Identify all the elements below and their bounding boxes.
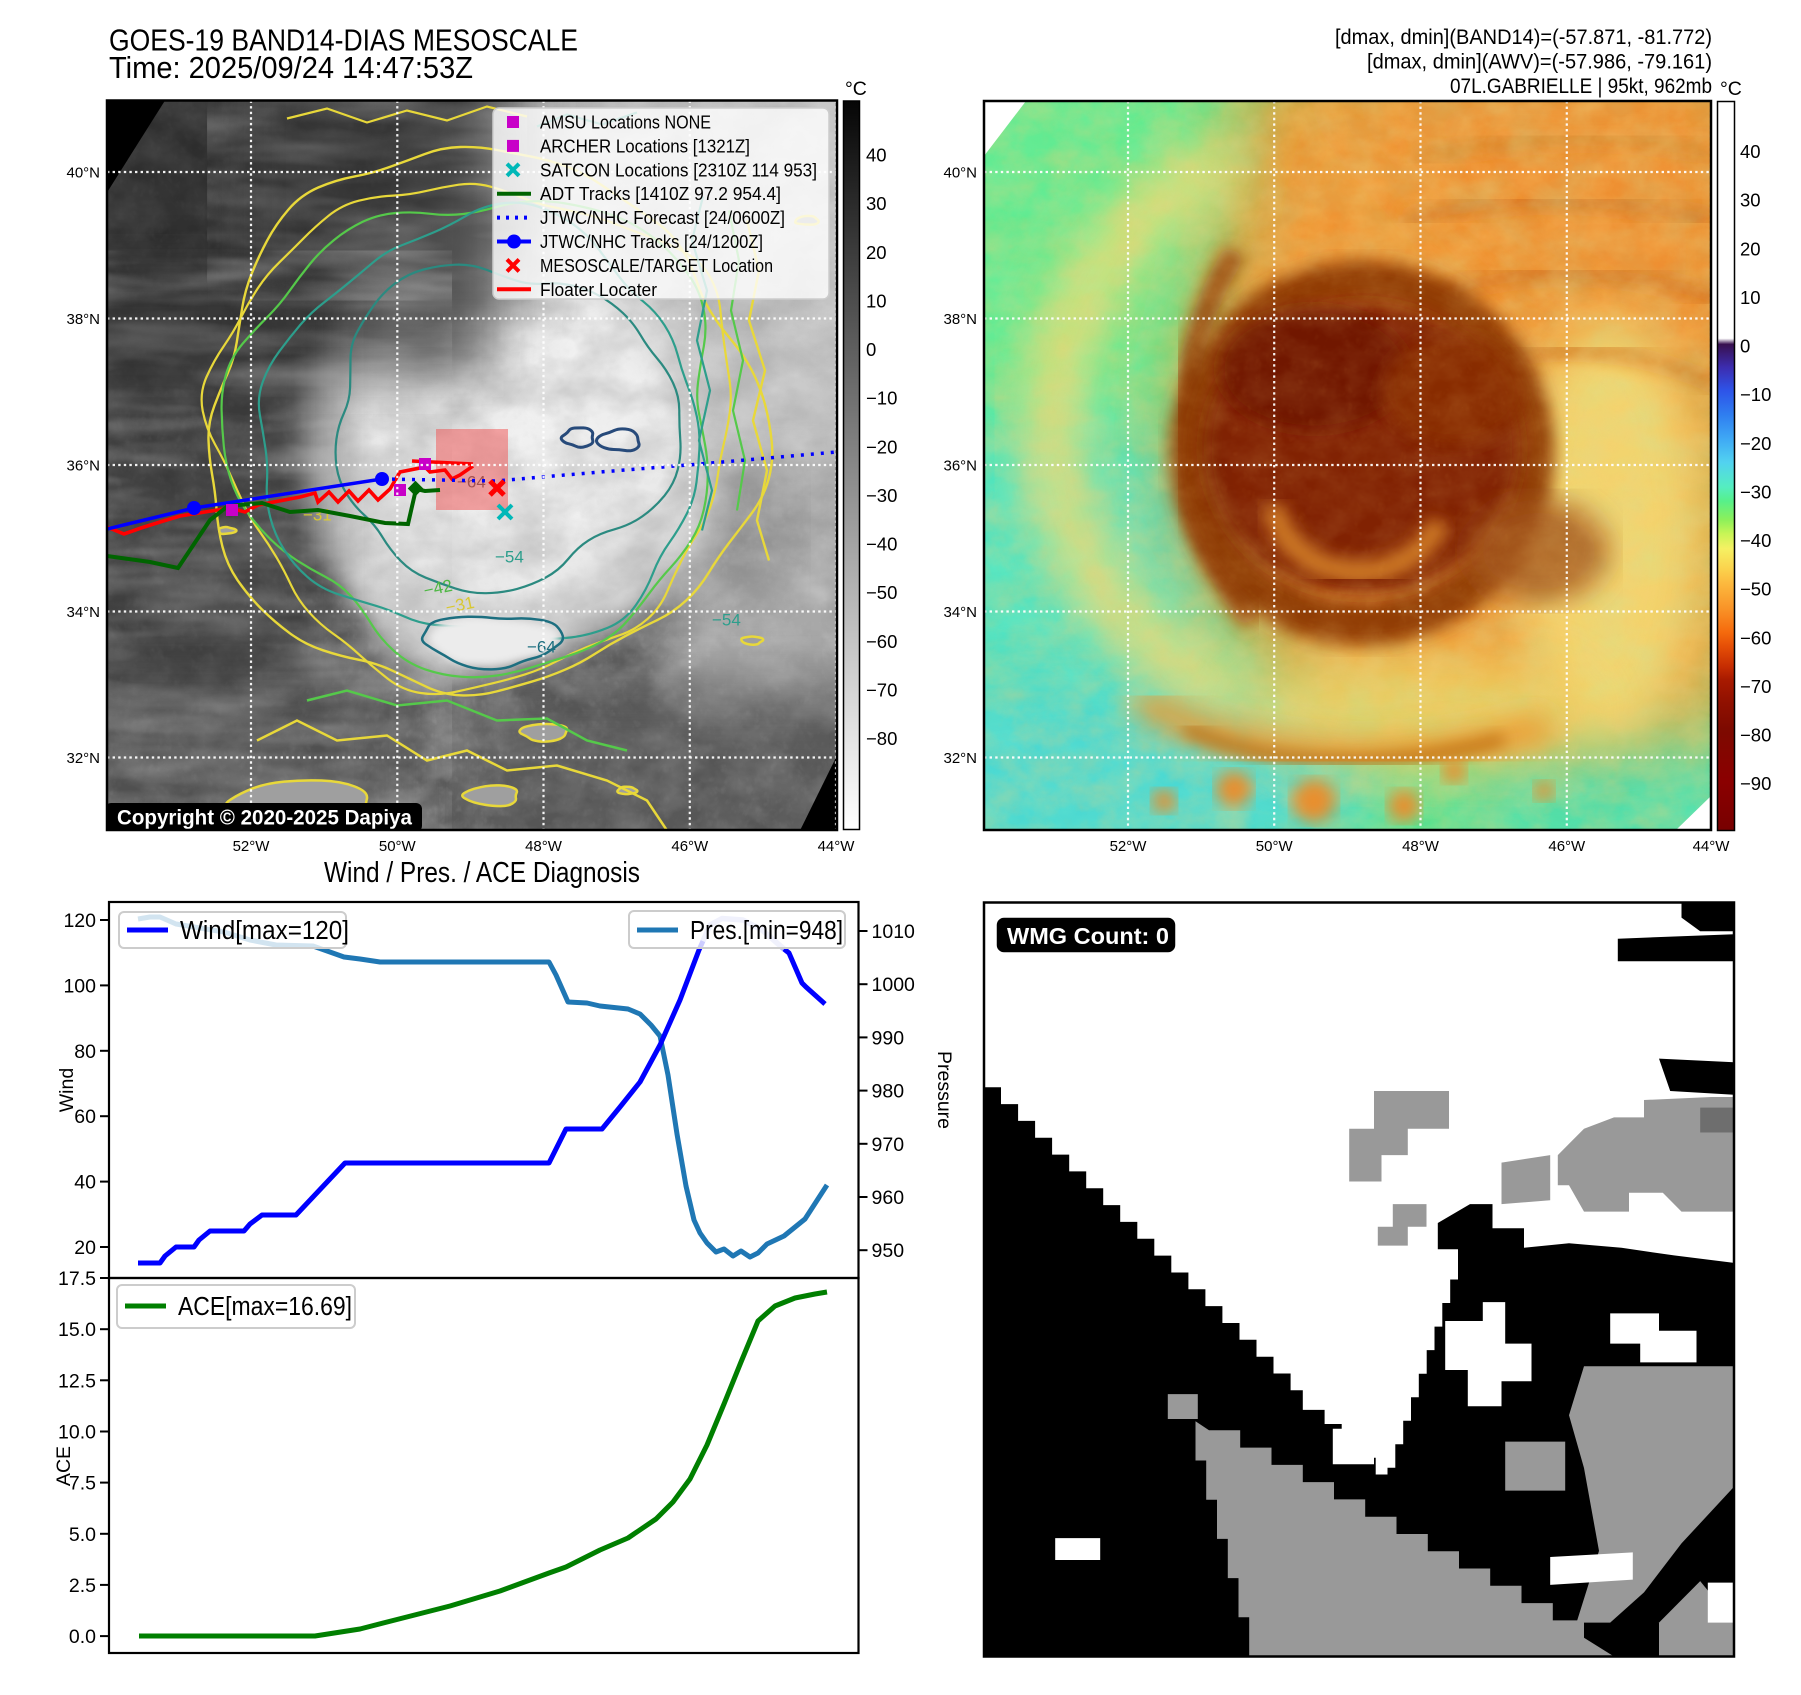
svg-text:20: 20: [866, 242, 887, 263]
svg-text:Wind / Pres. / ACE Diagnosis: Wind / Pres. / ACE Diagnosis: [324, 857, 640, 889]
svg-text:38°N: 38°N: [66, 311, 100, 328]
svg-text:20: 20: [74, 1237, 96, 1259]
svg-text:44°W: 44°W: [1693, 838, 1731, 855]
svg-text:30: 30: [866, 193, 887, 214]
svg-text:Wind: Wind: [56, 1068, 78, 1112]
svg-text:12.5: 12.5: [58, 1370, 96, 1392]
svg-text:2.5: 2.5: [69, 1575, 96, 1597]
svg-text:100: 100: [63, 975, 96, 997]
svg-text:34°N: 34°N: [943, 604, 977, 621]
svg-text:−50: −50: [1740, 579, 1771, 600]
svg-text:MESOSCALE/TARGET Location: MESOSCALE/TARGET Location: [540, 256, 773, 276]
svg-text:0: 0: [1740, 336, 1750, 357]
svg-text:−10: −10: [1740, 384, 1771, 405]
svg-text:15.0: 15.0: [58, 1319, 96, 1341]
svg-text:36°N: 36°N: [66, 458, 100, 475]
svg-text:36°N: 36°N: [943, 458, 977, 475]
svg-text:Floater Locater: Floater Locater: [540, 280, 657, 300]
svg-text:Copyright © 2020-2025 Dapiya: Copyright © 2020-2025 Dapiya: [117, 807, 412, 830]
svg-text:960: 960: [872, 1187, 905, 1209]
svg-text:[dmax, dmin](BAND14)=(-57.871,: [dmax, dmin](BAND14)=(-57.871, -81.772): [1335, 26, 1712, 49]
svg-text:Wind[max=120]: Wind[max=120]: [180, 917, 349, 945]
svg-text:−90: −90: [1740, 773, 1771, 794]
svg-text:10: 10: [866, 290, 887, 311]
svg-text:120: 120: [63, 910, 96, 932]
svg-text:AMSU Locations NONE: AMSU Locations NONE: [540, 113, 711, 133]
svg-text:5.0: 5.0: [69, 1524, 96, 1546]
svg-text:40: 40: [74, 1172, 96, 1194]
svg-text:48°W: 48°W: [525, 838, 563, 855]
svg-text:7.5: 7.5: [69, 1473, 96, 1495]
svg-text:−64: −64: [527, 638, 556, 657]
svg-text:Pressure: Pressure: [933, 1051, 955, 1129]
svg-text:980: 980: [872, 1081, 905, 1103]
svg-text:−54: −54: [495, 548, 524, 567]
svg-text:−40: −40: [866, 534, 897, 555]
svg-text:52°W: 52°W: [1110, 838, 1148, 855]
svg-text:°C: °C: [845, 78, 867, 100]
svg-text:990: 990: [872, 1027, 905, 1049]
svg-text:Pres.[min=948]: Pres.[min=948]: [690, 917, 843, 945]
svg-text:40: 40: [866, 145, 887, 166]
svg-text:GOES-19 BAND14-DIAS MESOSCALE: GOES-19 BAND14-DIAS MESOSCALE: [109, 23, 578, 58]
svg-text:17.5: 17.5: [58, 1268, 96, 1290]
svg-text:JTWC/NHC Tracks [24/1200Z]: JTWC/NHC Tracks [24/1200Z]: [540, 232, 763, 252]
svg-text:−30: −30: [1740, 481, 1771, 502]
svg-text:50°W: 50°W: [1256, 838, 1294, 855]
svg-text:ACE: ACE: [53, 1446, 75, 1486]
svg-text:1000: 1000: [872, 974, 916, 996]
svg-text:−20: −20: [866, 436, 897, 457]
svg-text:−70: −70: [1740, 676, 1771, 697]
svg-text:32°N: 32°N: [66, 750, 100, 767]
svg-text:−40: −40: [1740, 530, 1771, 551]
svg-text:−70: −70: [866, 679, 897, 700]
svg-text:1010: 1010: [872, 921, 916, 943]
svg-text:40: 40: [1740, 141, 1761, 162]
svg-text:−60: −60: [1740, 627, 1771, 648]
svg-text:0: 0: [866, 339, 876, 360]
svg-text:−30: −30: [866, 485, 897, 506]
svg-text:−80: −80: [1740, 725, 1771, 746]
svg-text:32°N: 32°N: [943, 750, 977, 767]
svg-text:46°W: 46°W: [671, 838, 709, 855]
svg-text:SATCON Locations [2310Z 114 95: SATCON Locations [2310Z 114 953]: [540, 160, 817, 180]
svg-text:60: 60: [74, 1106, 96, 1128]
svg-text:46°W: 46°W: [1548, 838, 1586, 855]
svg-text:−50: −50: [866, 582, 897, 603]
svg-text:30: 30: [1740, 190, 1761, 211]
svg-text:40°N: 40°N: [943, 165, 977, 182]
svg-text:ADT Tracks [1410Z 97.2 954.4]: ADT Tracks [1410Z 97.2 954.4]: [540, 184, 781, 204]
svg-text:970: 970: [872, 1134, 905, 1156]
svg-text:10.0: 10.0: [58, 1422, 96, 1444]
svg-text:Time: 2025/09/24 14:47:53Z: Time: 2025/09/24 14:47:53Z: [109, 50, 473, 85]
svg-text:JTWC/NHC Forecast [24/0600Z]: JTWC/NHC Forecast [24/0600Z]: [540, 208, 785, 228]
svg-text:WMG Count: 0: WMG Count: 0: [1007, 923, 1169, 949]
svg-text:ARCHER Locations [1321Z]: ARCHER Locations [1321Z]: [540, 136, 750, 156]
svg-text:34°N: 34°N: [66, 604, 100, 621]
svg-text:−54: −54: [712, 611, 741, 630]
svg-text:−60: −60: [866, 631, 897, 652]
svg-text:44°W: 44°W: [818, 838, 856, 855]
svg-text:80: 80: [74, 1041, 96, 1063]
svg-text:48°W: 48°W: [1402, 838, 1440, 855]
svg-text:0.0: 0.0: [69, 1626, 96, 1648]
svg-text:07L.GABRIELLE | 95kt, 962mb: 07L.GABRIELLE | 95kt, 962mb: [1450, 75, 1712, 98]
svg-text:40°N: 40°N: [66, 165, 100, 182]
svg-text:950: 950: [872, 1240, 905, 1262]
svg-text:−80: −80: [866, 728, 897, 749]
svg-text:−10: −10: [866, 388, 897, 409]
svg-text:−20: −20: [1740, 433, 1771, 454]
svg-text:°C: °C: [1720, 78, 1742, 100]
svg-text:10: 10: [1740, 287, 1761, 308]
svg-text:20: 20: [1740, 238, 1761, 259]
svg-text:[dmax, dmin](AWV)=(-57.986, -7: [dmax, dmin](AWV)=(-57.986, -79.161): [1367, 51, 1712, 74]
svg-text:52°W: 52°W: [233, 838, 271, 855]
svg-text:50°W: 50°W: [379, 838, 417, 855]
svg-text:ACE[max=16.69]: ACE[max=16.69]: [178, 1293, 352, 1321]
svg-text:38°N: 38°N: [943, 311, 977, 328]
